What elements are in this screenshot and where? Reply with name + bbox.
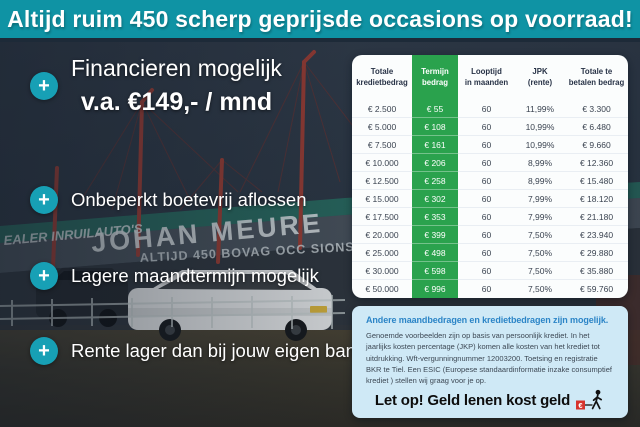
table-row: € 17.500 € 353 60 7,99% € 21.180 (352, 208, 628, 226)
table-cell: € 108 (412, 118, 458, 136)
table-row: € 10.000 € 206 60 8,99% € 12.360 (352, 154, 628, 172)
column-header: Looptijd in maanden (464, 66, 509, 87)
geld-lenen-warning-icon: € (576, 389, 603, 410)
finance-table-card: Totale kredietbedrag Termijn bedrag Loopti… (352, 55, 628, 298)
plus-icon: + (30, 72, 58, 100)
table-cell: 60 (458, 244, 515, 262)
table-row: € 25.000 € 498 60 7,50% € 29.880 (352, 244, 628, 262)
promo-bullet-1: + Onbeperkt boetevrij aflossen (30, 186, 307, 214)
table-cell: 60 (458, 118, 515, 136)
table-row: € 20.000 € 399 60 7,50% € 23.940 (352, 226, 628, 244)
table-row: € 7.500 € 161 60 10,99% € 9.660 (352, 136, 628, 154)
table-cell: € 302 (412, 190, 458, 208)
finance-table-header: Totale kredietbedrag Termijn bedrag Loopti… (352, 55, 628, 100)
banner-divider (0, 38, 640, 42)
table-cell: € 29.880 (565, 244, 628, 262)
table-cell: € 15.000 (352, 190, 412, 208)
table-cell: 60 (481, 284, 492, 294)
table-cell: € 35.880 (565, 262, 628, 280)
table-row: € 50.000 € 996 60 7,50% € 59.760 (352, 280, 628, 298)
promo-bullet-2: + Lagere maandtermijn mogelijk (30, 262, 319, 290)
bullet-label: Onbeperkt boetevrij aflossen (71, 189, 307, 210)
disclaimer-body: Genoemde voorbeelden zijn op basis van p… (366, 331, 612, 385)
table-cell: 7,50% (515, 226, 565, 244)
table-cell: € 20.000 (352, 226, 412, 244)
table-cell: 10,99% (515, 118, 565, 136)
promo-headline: Financieren mogelijk (71, 55, 282, 81)
table-cell: € 10.000 (352, 154, 412, 172)
promo-price: v.a. €149,- / mnd (80, 88, 273, 116)
table-cell: 8,99% (515, 154, 565, 172)
table-row: € 2.500 € 55 60 11,99% € 3.300 (352, 100, 628, 118)
table-cell: € 50.000 (365, 284, 399, 294)
table-cell: € 161 (412, 136, 458, 154)
table-cell: € 12.360 (565, 154, 628, 172)
banner-text: Altijd ruim 450 scherp geprijsde occasio… (7, 5, 633, 32)
table-cell: € 498 (412, 244, 458, 262)
table-cell: 7,50% (515, 244, 565, 262)
table-cell: 7,99% (515, 190, 565, 208)
table-cell: € 206 (412, 154, 458, 172)
table-cell: € 21.180 (565, 208, 628, 226)
table-cell: 10,99% (515, 136, 565, 154)
plus-icon: + (30, 262, 58, 290)
column-header: Totale te betalen bedrag (568, 66, 625, 87)
table-cell: € 598 (412, 262, 458, 280)
table-cell: 7,50% (515, 262, 565, 280)
table-row: € 15.000 € 302 60 7,99% € 18.120 (352, 190, 628, 208)
table-cell: 11,99% (515, 100, 565, 118)
table-cell: € 399 (412, 226, 458, 244)
table-cell: € 12.500 (352, 172, 412, 190)
table-cell: € 30.000 (352, 262, 412, 280)
promo-financing: + Financieren mogelijk v.a. €149,- / mnd (30, 55, 282, 117)
disclaimer-heading: Andere maandbedragen en kredietbedragen … (366, 315, 609, 325)
table-cell: € 996 (412, 280, 458, 298)
table-cell: € 25.000 (352, 244, 412, 262)
table-cell: 60 (458, 100, 515, 118)
table-row: € 5.000 € 108 60 10,99% € 6.480 (352, 118, 628, 136)
promo-bullet-3: + Rente lager dan bij jouw eigen bank (30, 337, 365, 365)
table-cell: 7,99% (515, 208, 565, 226)
table-cell: € 258 (412, 172, 458, 190)
table-cell: 8,99% (515, 172, 565, 190)
table-cell: € 59.760 (579, 284, 614, 294)
table-row: € 12.500 € 258 60 8,99% € 15.480 (352, 172, 628, 190)
table-cell: 60 (458, 172, 515, 190)
table-cell: € 17.500 (352, 208, 412, 226)
table-cell: € 2.500 (352, 100, 412, 118)
credit-warning-text: Let op! Geld lenen kost geld (374, 391, 571, 409)
top-banner: Altijd ruim 450 scherp geprijsde occasio… (0, 0, 640, 38)
table-cell: € 15.480 (565, 172, 628, 190)
table-cell: € 18.120 (565, 190, 628, 208)
table-cell: € 9.660 (565, 136, 628, 154)
credit-warning: Let op! Geld lenen kost geld € (366, 389, 614, 411)
table-cell: 60 (458, 154, 515, 172)
table-cell: € 5.000 (352, 118, 412, 136)
bullet-label: Lagere maandtermijn mogelijk (71, 265, 319, 286)
table-cell: 60 (458, 208, 515, 226)
table-cell: € 23.940 (565, 226, 628, 244)
table-cell: € 353 (412, 208, 458, 226)
table-cell: € 6.480 (565, 118, 628, 136)
table-cell: € 55 (412, 100, 458, 118)
column-header: JPK (rente) (527, 66, 553, 87)
bullet-label: Rente lager dan bij jouw eigen bank (71, 340, 366, 361)
disclaimer-panel: Andere maandbedragen en kredietbedragen … (352, 306, 628, 418)
table-cell: 60 (458, 190, 515, 208)
table-cell: 60 (458, 262, 515, 280)
finance-table-body: € 2.500 € 55 60 11,99% € 3.300 € 5.000 € 108 60… (352, 100, 628, 298)
table-cell: 60 (458, 136, 515, 154)
table-row: € 30.000 € 598 60 7,50% € 35.880 (352, 262, 628, 280)
table-cell: € 7.500 (352, 136, 412, 154)
table-cell: € 3.300 (565, 100, 628, 118)
table-cell: 60 (458, 226, 515, 244)
column-header: Termijn bedrag (412, 55, 458, 100)
table-cell: 7,50% (527, 284, 553, 294)
column-header: Totale kredietbedrag (356, 66, 408, 87)
plus-icon: + (30, 186, 58, 214)
euro-block-label: € (579, 401, 584, 410)
plus-icon: + (30, 337, 58, 365)
